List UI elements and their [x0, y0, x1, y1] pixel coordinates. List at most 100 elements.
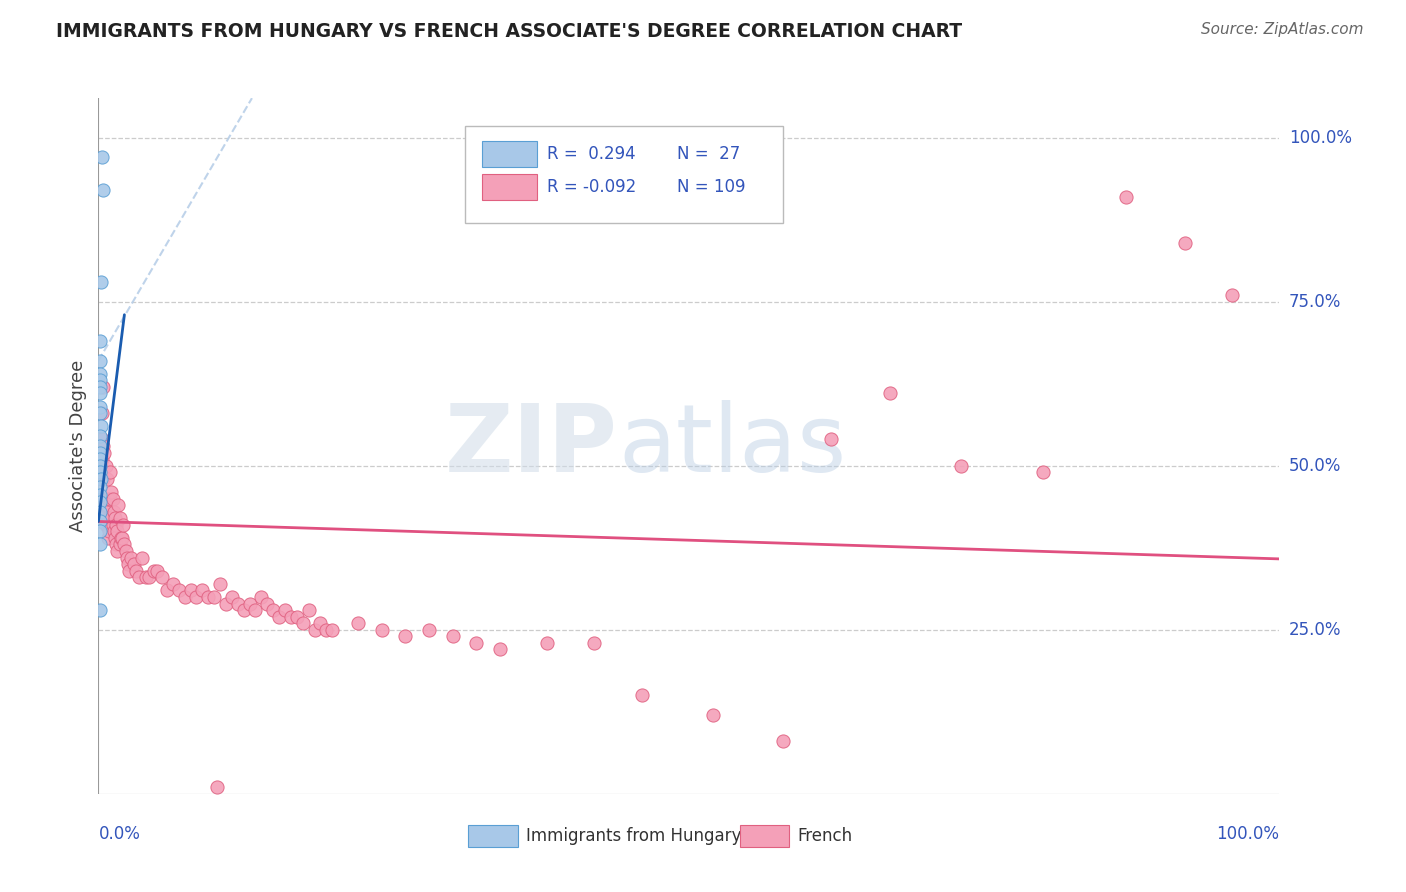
- Point: [117, 557, 139, 571]
- Point: [98, 524, 121, 539]
- Point: [100, 485, 122, 500]
- Point: [115, 550, 138, 565]
- Point: [347, 616, 370, 631]
- Point: [262, 603, 284, 617]
- Point: [89, 458, 111, 473]
- Point: [536, 636, 558, 650]
- Point: [205, 780, 228, 795]
- Point: [89, 334, 111, 348]
- Point: [772, 734, 794, 748]
- Point: [309, 616, 332, 631]
- Text: 75.0%: 75.0%: [1289, 293, 1341, 310]
- Point: [321, 623, 343, 637]
- Point: [89, 603, 111, 617]
- Y-axis label: Associate's Degree: Associate's Degree: [69, 359, 87, 533]
- Text: 0.0%: 0.0%: [98, 825, 141, 843]
- Text: 100.0%: 100.0%: [1289, 128, 1353, 146]
- Text: IMMIGRANTS FROM HUNGARY VS FRENCH ASSOCIATE'S DEGREE CORRELATION CHART: IMMIGRANTS FROM HUNGARY VS FRENCH ASSOCI…: [56, 22, 962, 41]
- Point: [96, 498, 118, 512]
- Point: [465, 636, 488, 650]
- Point: [418, 623, 440, 637]
- Point: [89, 452, 111, 467]
- Point: [101, 517, 124, 532]
- Point: [394, 629, 416, 643]
- Point: [105, 537, 128, 551]
- Text: 100.0%: 100.0%: [1216, 825, 1279, 843]
- Point: [105, 524, 128, 539]
- Point: [108, 537, 131, 551]
- Text: R =  0.294: R = 0.294: [547, 145, 636, 162]
- Point: [291, 616, 314, 631]
- Point: [202, 590, 225, 604]
- Point: [93, 498, 115, 512]
- Point: [100, 511, 122, 525]
- Point: [91, 472, 114, 486]
- Point: [118, 564, 141, 578]
- Point: [97, 511, 120, 525]
- Text: French: French: [797, 827, 852, 845]
- Point: [879, 386, 901, 401]
- Point: [98, 465, 121, 479]
- Point: [226, 597, 249, 611]
- Point: [315, 623, 337, 637]
- Text: atlas: atlas: [619, 400, 846, 492]
- Point: [167, 583, 190, 598]
- Point: [186, 590, 208, 604]
- Point: [142, 564, 165, 578]
- Point: [91, 439, 114, 453]
- Point: [91, 452, 114, 467]
- Point: [250, 590, 273, 604]
- Point: [104, 511, 127, 525]
- Point: [371, 623, 394, 637]
- Point: [91, 406, 114, 420]
- Point: [96, 472, 118, 486]
- Text: Source: ZipAtlas.com: Source: ZipAtlas.com: [1201, 22, 1364, 37]
- Point: [1174, 235, 1197, 250]
- Point: [150, 570, 173, 584]
- Point: [122, 557, 145, 571]
- Point: [89, 495, 111, 509]
- Point: [108, 511, 131, 525]
- Point: [93, 445, 115, 459]
- Point: [269, 609, 291, 624]
- Point: [298, 603, 321, 617]
- Point: [94, 498, 117, 512]
- Point: [156, 583, 179, 598]
- Point: [101, 491, 124, 506]
- Point: [89, 367, 111, 381]
- Point: [90, 511, 112, 525]
- Point: [232, 603, 254, 617]
- Point: [91, 380, 114, 394]
- Point: [949, 458, 972, 473]
- Point: [89, 515, 111, 529]
- Point: [105, 544, 128, 558]
- Point: [131, 550, 153, 565]
- Point: [89, 406, 111, 420]
- Point: [96, 517, 118, 532]
- Point: [89, 465, 111, 479]
- Point: [215, 597, 238, 611]
- Point: [90, 419, 112, 434]
- Point: [91, 511, 114, 525]
- Point: [304, 623, 326, 637]
- Point: [110, 531, 132, 545]
- Point: [121, 550, 143, 565]
- Point: [89, 480, 111, 494]
- Point: [105, 517, 128, 532]
- Point: [1115, 189, 1137, 203]
- Point: [94, 517, 117, 532]
- FancyBboxPatch shape: [740, 825, 789, 847]
- Point: [285, 609, 308, 624]
- Point: [89, 386, 111, 401]
- Point: [1032, 465, 1054, 479]
- Point: [91, 183, 114, 197]
- Point: [114, 544, 136, 558]
- Point: [702, 708, 724, 723]
- Point: [89, 439, 111, 453]
- Point: [245, 603, 267, 617]
- Point: [128, 570, 150, 584]
- Point: [89, 353, 111, 368]
- Point: [89, 505, 111, 519]
- Point: [280, 609, 302, 624]
- Text: 50.0%: 50.0%: [1289, 457, 1341, 475]
